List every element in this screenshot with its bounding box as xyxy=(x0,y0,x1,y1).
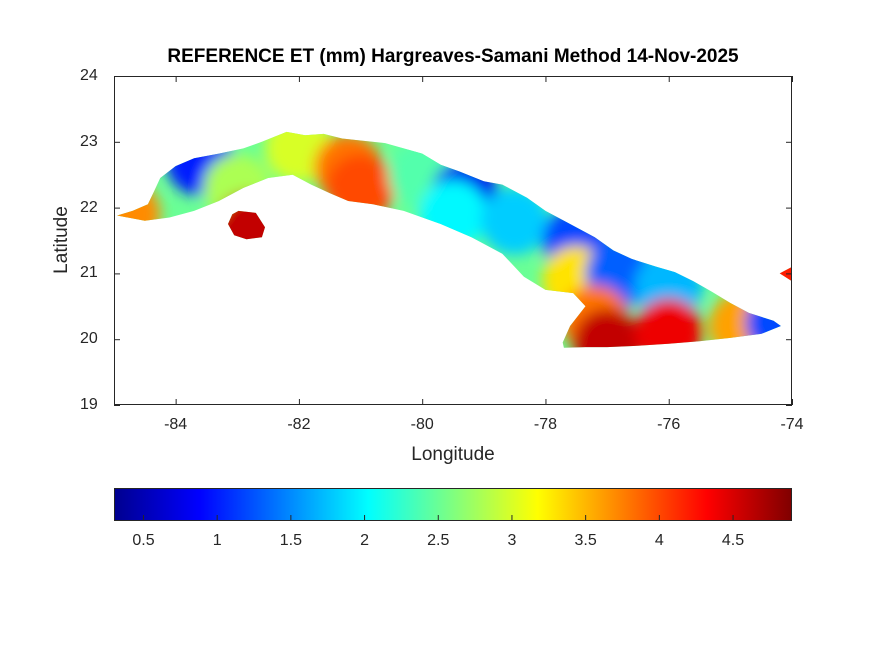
x-axis-label: Longitude xyxy=(411,444,495,465)
et-region xyxy=(745,288,792,348)
colorbar xyxy=(114,488,792,521)
et-region xyxy=(419,180,487,249)
x-tick-label: -74 xyxy=(780,416,804,433)
y-tick-label: 23 xyxy=(80,132,98,150)
et-region xyxy=(573,308,642,348)
x-tick-label: -82 xyxy=(287,416,311,433)
y-tick-label: 20 xyxy=(80,330,98,348)
et-region xyxy=(480,186,549,255)
et-region xyxy=(215,193,284,262)
y-tick-label: 19 xyxy=(80,396,98,413)
colorbar-tick-label: 4 xyxy=(654,532,664,549)
plot-frame xyxy=(114,76,792,405)
et-region xyxy=(117,180,161,249)
map-title: REFERENCE ET (mm) Hargreaves-Samani Meth… xyxy=(167,46,739,67)
colorbar-tick-label: 3 xyxy=(507,532,517,549)
et-region xyxy=(634,298,703,348)
y-tick-label: 21 xyxy=(80,264,98,282)
x-tick-label: -84 xyxy=(164,416,188,433)
x-tick-label: -78 xyxy=(533,416,558,433)
et-field xyxy=(117,131,792,348)
colorbar-tick-label: 0.5 xyxy=(132,532,155,549)
y-axis-label: Latitude xyxy=(51,206,72,274)
et-region xyxy=(326,153,395,222)
colorbar-tick-label: 1.5 xyxy=(279,532,302,549)
x-tick-label: -80 xyxy=(410,416,434,433)
colorbar-tick-label: 2.5 xyxy=(427,532,450,549)
colorbar-tick-label: 2 xyxy=(360,532,370,549)
colorbar-tick-label: 3.5 xyxy=(574,532,597,549)
y-tick-label: 22 xyxy=(80,198,98,216)
et-region xyxy=(764,239,792,308)
y-tick-label: 24 xyxy=(80,67,98,84)
colorbar-tick-label: 4.5 xyxy=(721,532,745,549)
x-tick-label: -76 xyxy=(657,416,681,433)
colorbar-tick-label: 1 xyxy=(212,532,222,549)
